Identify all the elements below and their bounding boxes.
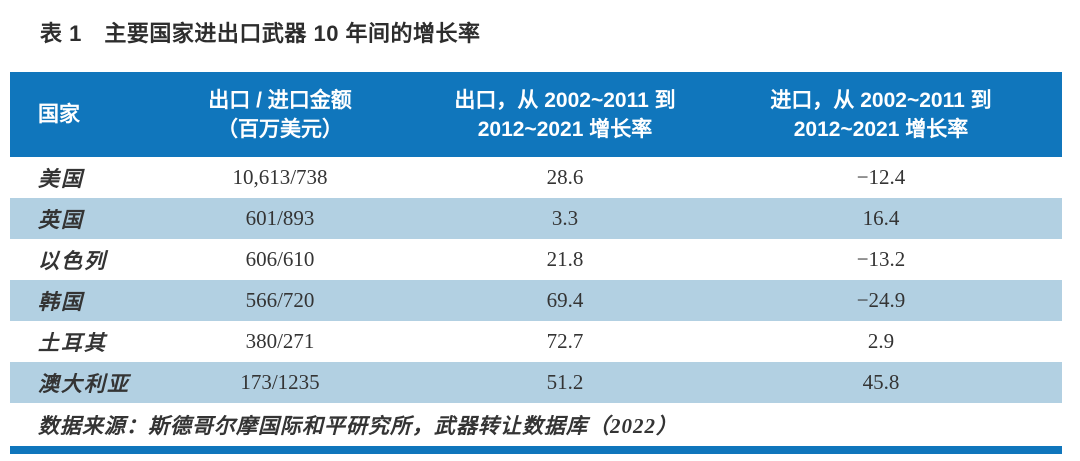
cell-import-growth: 45.8 bbox=[862, 370, 900, 394]
column-header-amount: 出口 / 进口金额 （百万美元） bbox=[170, 86, 390, 144]
cell-amount: 601/893 bbox=[245, 206, 315, 230]
cell-export-growth: 21.8 bbox=[546, 247, 584, 271]
table-title: 表 1 主要国家进出口武器 10 年间的增长率 bbox=[40, 21, 481, 46]
source-note: 数据来源：斯德哥尔摩国际和平研究所，武器转让数据库（2022） bbox=[10, 403, 1062, 446]
column-header-import-line1: 进口，从 2002~2011 到 bbox=[770, 88, 992, 112]
column-header-amount-line1: 出口 / 进口金额 bbox=[208, 88, 352, 112]
table-row: 澳大利亚 173/1235 51.2 45.8 bbox=[10, 362, 1062, 403]
column-header-import-line2: 2012~2021 增长率 bbox=[793, 117, 969, 141]
column-header-amount-line2: （百万美元） bbox=[217, 117, 343, 141]
cell-amount: 173/1235 bbox=[240, 370, 320, 394]
data-table: 国家 出口 / 进口金额 （百万美元） 出口，从 2002~2011 到 201… bbox=[10, 72, 1062, 454]
cell-export-growth: 72.7 bbox=[546, 329, 584, 353]
cell-export-growth: 51.2 bbox=[546, 370, 584, 394]
cell-amount: 10,613/738 bbox=[232, 165, 328, 189]
cell-import-growth: −12.4 bbox=[856, 165, 906, 189]
table-row: 韩国 566/720 69.4 −24.9 bbox=[10, 280, 1062, 321]
cell-amount: 606/610 bbox=[245, 247, 315, 271]
bottom-border-bar bbox=[10, 446, 1062, 454]
table-header-row: 国家 出口 / 进口金额 （百万美元） 出口，从 2002~2011 到 201… bbox=[10, 72, 1062, 157]
table-row: 英国 601/893 3.3 16.4 bbox=[10, 198, 1062, 239]
cell-country: 韩国 bbox=[38, 289, 84, 314]
cell-country: 澳大利亚 bbox=[38, 371, 130, 396]
cell-export-growth: 28.6 bbox=[546, 165, 584, 189]
table-row: 土耳其 380/271 72.7 2.9 bbox=[10, 321, 1062, 362]
column-header-export-line1: 出口，从 2002~2011 到 bbox=[454, 88, 676, 112]
cell-import-growth: −13.2 bbox=[856, 247, 906, 271]
cell-country: 英国 bbox=[38, 207, 84, 232]
cell-amount: 566/720 bbox=[245, 288, 315, 312]
cell-export-growth: 69.4 bbox=[546, 288, 584, 312]
column-header-export-line2: 2012~2021 增长率 bbox=[477, 117, 653, 141]
table-row: 以色列 606/610 21.8 −13.2 bbox=[10, 239, 1062, 280]
cell-import-growth: 16.4 bbox=[862, 206, 900, 230]
cell-country: 以色列 bbox=[38, 248, 107, 273]
column-header-country: 国家 bbox=[38, 103, 80, 126]
column-header-import-growth: 进口，从 2002~2011 到 2012~2021 增长率 bbox=[740, 86, 1062, 144]
cell-country: 美国 bbox=[38, 166, 84, 191]
cell-import-growth: 2.9 bbox=[867, 329, 895, 353]
cell-import-growth: −24.9 bbox=[856, 288, 906, 312]
cell-amount: 380/271 bbox=[245, 329, 315, 353]
cell-export-growth: 3.3 bbox=[551, 206, 579, 230]
table-row: 美国 10,613/738 28.6 −12.4 bbox=[10, 157, 1062, 198]
cell-country: 土耳其 bbox=[38, 330, 107, 355]
column-header-export-growth: 出口，从 2002~2011 到 2012~2021 增长率 bbox=[390, 86, 740, 144]
